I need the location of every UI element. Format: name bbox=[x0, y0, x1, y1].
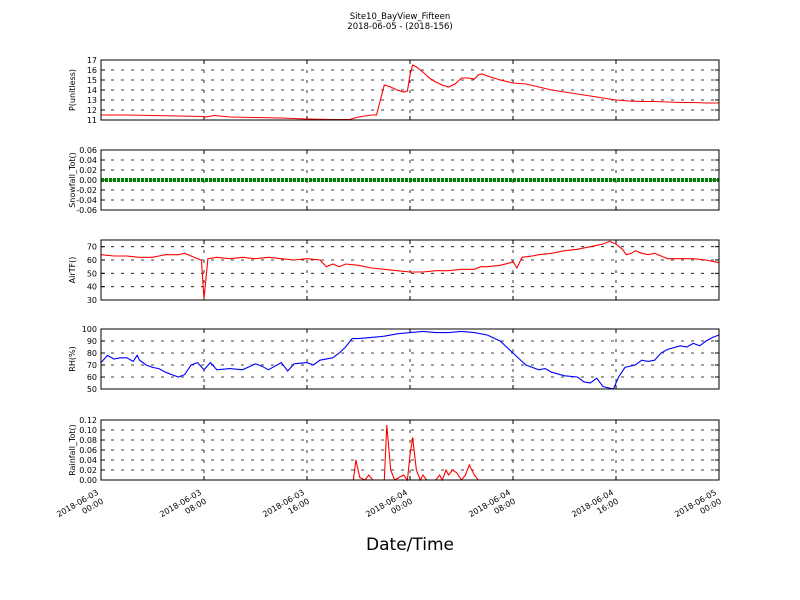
y-tick-label: 0.04 bbox=[79, 456, 97, 465]
y-tick-label: 12 bbox=[87, 106, 97, 115]
axes-frame bbox=[100, 419, 720, 481]
axes-frame bbox=[100, 328, 720, 390]
y-tick-label: 0.02 bbox=[79, 166, 97, 175]
y-tick-label: 50 bbox=[87, 269, 97, 278]
x-tick-label: 2018-06-0416:00 bbox=[570, 488, 620, 528]
x-tick-label: 2018-06-0408:00 bbox=[467, 488, 517, 528]
y-tick-label: 60 bbox=[87, 256, 97, 265]
panel-rainfall: 0.000.020.040.060.080.100.12Rainfall_Tot… bbox=[68, 416, 720, 485]
y-axis-label: AirTF() bbox=[68, 257, 77, 284]
y-axis-label: RH(%) bbox=[68, 346, 77, 371]
y-tick-label: 16 bbox=[87, 66, 97, 75]
series-line-airtf bbox=[100, 240, 720, 299]
y-tick-label: 0.04 bbox=[79, 156, 97, 165]
x-axis-ticks: 2018-06-0300:00 2018-06-0308:00 2018-06-03… bbox=[55, 488, 723, 528]
y-tick-label: 0.00 bbox=[79, 476, 97, 485]
y-tick-label: -0.04 bbox=[76, 196, 97, 205]
y-tick-label: -0.06 bbox=[76, 206, 97, 215]
y-tick-label: 70 bbox=[87, 361, 97, 370]
y-tick-label: 17 bbox=[87, 56, 97, 65]
chart-title: Site10_BayView_Fifteen bbox=[350, 12, 451, 22]
y-axis-label: Rainfall_Tot() bbox=[68, 424, 77, 476]
panel-rh: 50 60 70 80 90 100 RH(%) bbox=[68, 325, 720, 394]
y-axis-label: P(unitless) bbox=[68, 69, 77, 111]
y-tick-label: 70 bbox=[87, 243, 97, 252]
series-line-rainfall bbox=[101, 424, 719, 482]
axes-frame bbox=[100, 149, 720, 211]
x-tick-label: 2018-06-0300:00 bbox=[55, 488, 105, 528]
y-tick-label: 14 bbox=[87, 86, 97, 95]
axes-frame bbox=[100, 59, 720, 121]
panel-snowfall: -0.06-0.04-0.020.000.020.040.06Snowfall_… bbox=[68, 146, 720, 215]
y-tick-label: 13 bbox=[87, 96, 97, 105]
panel-airtf: 30 40 50 60 70 AirTF() bbox=[68, 239, 720, 305]
x-tick-label: 2018-06-0308:00 bbox=[158, 488, 208, 528]
y-tick-label: 0.06 bbox=[79, 446, 97, 455]
y-tick-label: 50 bbox=[87, 385, 97, 394]
series-line-p bbox=[101, 64, 719, 121]
y-tick-label: 60 bbox=[87, 373, 97, 382]
y-tick-label: 40 bbox=[87, 283, 97, 292]
y-tick-label: 0.06 bbox=[79, 146, 97, 155]
y-tick-label: 0.12 bbox=[79, 416, 97, 425]
y-tick-label: 0.02 bbox=[79, 466, 97, 475]
chart-subtitle: 2018-06-05 - (2018-156) bbox=[347, 22, 452, 32]
y-tick-label: 15 bbox=[87, 76, 97, 85]
series-line-rh bbox=[100, 330, 720, 390]
y-tick-label: 11 bbox=[87, 116, 97, 125]
y-axis-label: Snowfall_Tot() bbox=[68, 152, 77, 208]
y-tick-label: -0.02 bbox=[76, 186, 97, 195]
x-tick-label: 2018-06-0500:00 bbox=[673, 488, 723, 528]
x-axis-label: Date/Time bbox=[366, 535, 454, 555]
axes-frame bbox=[100, 239, 720, 301]
y-tick-label: 90 bbox=[87, 337, 97, 346]
y-tick-label: 30 bbox=[87, 296, 97, 305]
x-tick-label: 2018-06-0316:00 bbox=[261, 488, 311, 528]
y-tick-label: 80 bbox=[87, 349, 97, 358]
y-tick-label: 0.08 bbox=[79, 436, 97, 445]
y-tick-label: 0.10 bbox=[79, 426, 97, 435]
y-tick-label: 0.00 bbox=[79, 176, 97, 185]
y-tick-label: 100 bbox=[82, 325, 97, 334]
x-tick-label: 2018-06-0400:00 bbox=[364, 488, 414, 528]
